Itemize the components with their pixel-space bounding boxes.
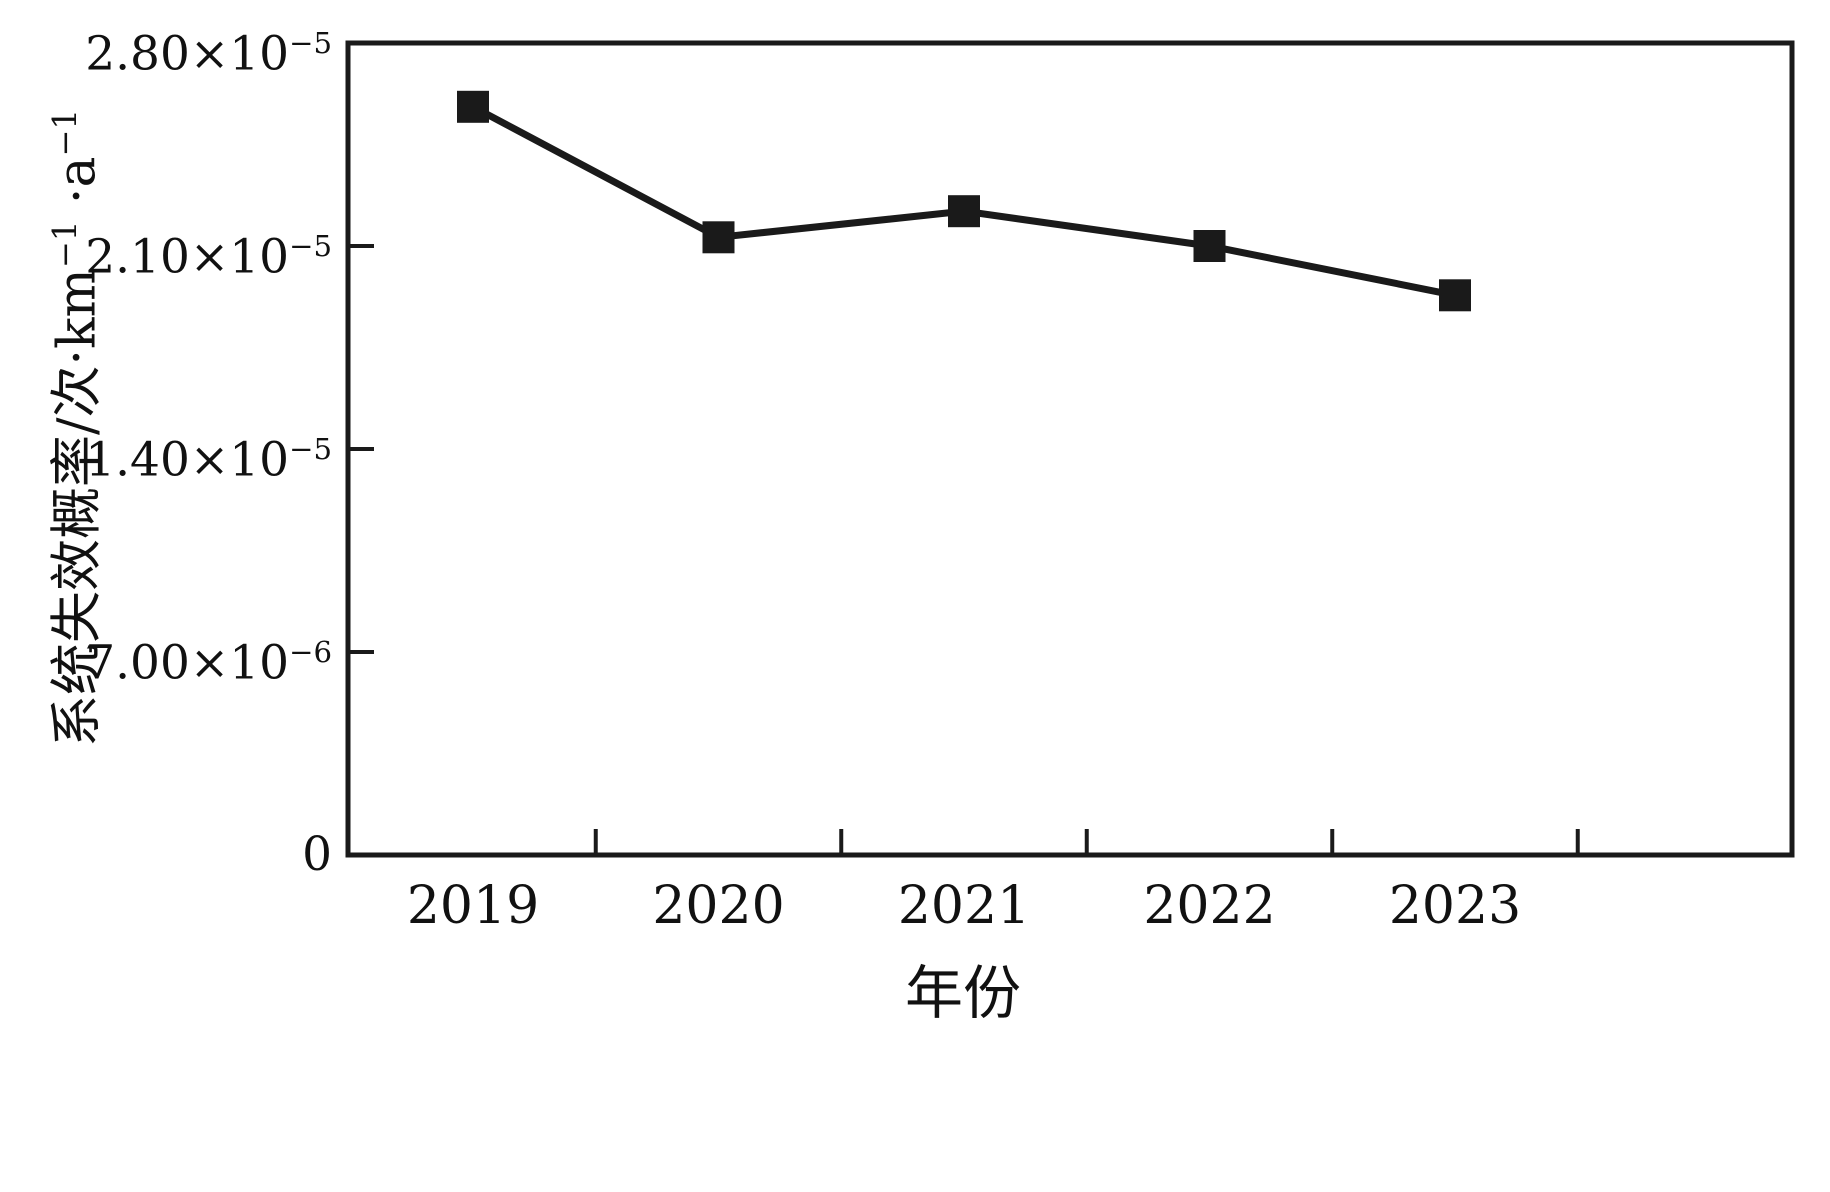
y-tick-exponent: −5 [289,432,332,466]
y-tick-exponent: −5 [289,229,332,263]
plot-frame [345,40,1795,858]
y-axis-title-exponent: −1 [46,109,84,157]
x-tick-label: 2020 [652,876,785,936]
y-tick-label: 2.80×10−5 [85,26,332,82]
x-axis-title: 年份 [904,959,1021,1027]
y-tick-label: 2.10×10−5 [85,229,332,285]
x-tick-label: 2022 [1143,876,1276,936]
y-tick-exponent: −6 [289,635,332,669]
y-tick-label: 0 [302,827,332,882]
y-tick-label: 1.40×10−5 [85,432,332,488]
data-point-marker [1193,230,1226,262]
x-tick-label: 2023 [1388,876,1522,936]
data-point-marker [702,221,735,254]
data-point-marker [1439,279,1471,312]
y-tick-exponent: −5 [289,26,332,60]
data-point-marker [948,195,980,228]
y-tick-label: 7.00×10−6 [85,635,332,691]
x-tick-label: 2019 [406,876,540,936]
data-point-marker [457,90,489,123]
x-tick-label: 2021 [897,876,1031,936]
